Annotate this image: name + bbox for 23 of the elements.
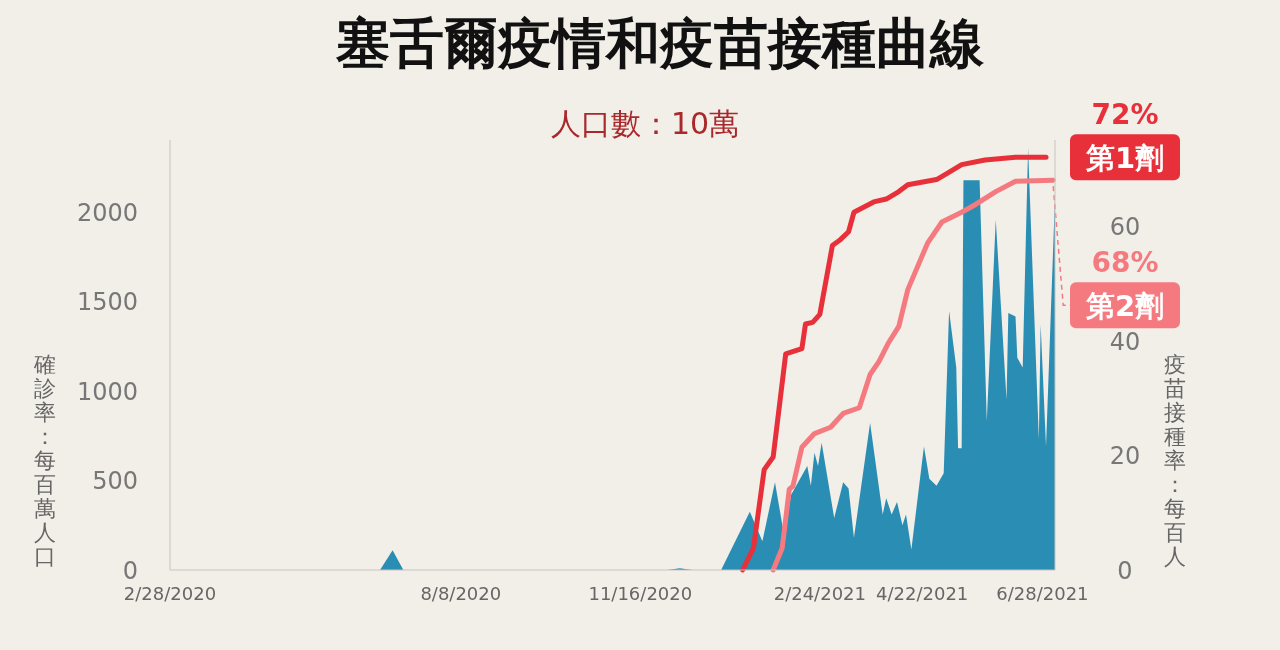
series-label: 第1劑 [1084, 141, 1165, 176]
y-tick-label: 1000 [76, 377, 138, 406]
chart-title: 塞舌爾疫情和疫苗接種曲線 [335, 12, 985, 75]
chart-subtitle: 人口數：10萬 [550, 106, 740, 141]
y-tick-label: 2000 [76, 198, 138, 227]
y2-tick-label: 40 [1109, 327, 1141, 356]
y2-tick-label: 60 [1109, 213, 1141, 241]
x-tick-label: 2/28/2020 [123, 583, 217, 604]
y-tick-label: 500 [92, 467, 138, 496]
x-tick-label: 11/16/2020 [588, 583, 693, 604]
text: 確診率：每百萬人口 [34, 352, 56, 569]
y-tick-label: 1500 [76, 288, 138, 317]
data-label: 68% [1091, 246, 1159, 280]
x-tick-label: 6/28/2021 [996, 583, 1089, 604]
x-tick-label: 8/8/2020 [420, 583, 502, 604]
y2-tick-label: 0 [1117, 557, 1133, 585]
y-tick-label: 0 [122, 557, 138, 585]
text: 第2劑 [1084, 289, 1165, 324]
y2-tick-label: 20 [1109, 442, 1141, 471]
x-tick-label: 2/24/2021 [773, 583, 866, 604]
x-tick-label: 4/22/2021 [876, 583, 969, 604]
text: 疫苗接種率：每百人 [1164, 352, 1186, 569]
data-label: 72% [1091, 98, 1159, 132]
